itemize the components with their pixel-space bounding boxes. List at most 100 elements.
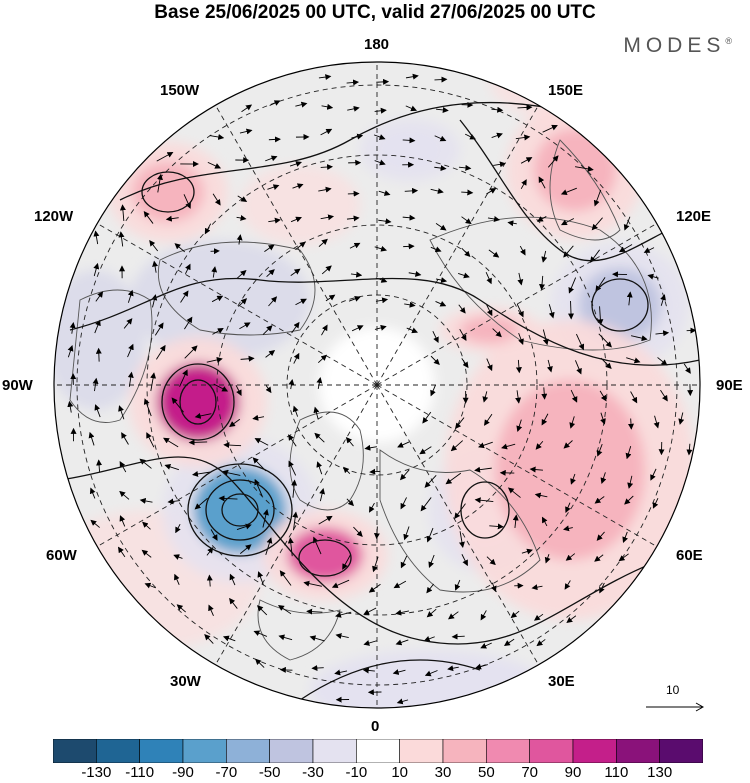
wind-arrow: [211, 295, 224, 303]
wind-arrow: [448, 611, 459, 620]
central-asia-high: [495, 380, 645, 560]
wind-arrow: [306, 608, 323, 615]
wind-arrow: [369, 468, 381, 475]
vector-scale-arrow: [646, 702, 705, 712]
wind-arrow: [127, 343, 134, 358]
wind-arrow: [568, 277, 577, 294]
wind-arrow: [600, 412, 606, 425]
vector-scale-label: 10: [666, 683, 680, 697]
map-disk: [54, 62, 700, 708]
wind-arrow: [626, 291, 633, 306]
wind-arrow: [123, 318, 133, 329]
wind-arrow: [206, 574, 213, 587]
map-border: [53, 61, 701, 709]
wind-arrow: [451, 633, 465, 640]
wind-arrow: [309, 635, 325, 642]
wind-arrow: [548, 304, 555, 319]
wind-arrow: [346, 79, 360, 86]
wind-arrow: [288, 378, 295, 390]
lon-label-120w: 120W: [34, 208, 74, 225]
wind-arrow: [349, 242, 361, 249]
wind-arrow: [643, 247, 655, 253]
wind-arrow: [345, 436, 354, 447]
wind-arrow: [67, 400, 74, 413]
wind-arrow: [292, 511, 299, 531]
colorbar-segment: [659, 739, 703, 763]
wind-arrow: [119, 515, 126, 527]
wind-arrow: [434, 76, 448, 83]
wind-arrow: [594, 496, 605, 504]
contour-ring: [161, 363, 235, 441]
wind-arrow: [293, 352, 300, 364]
wind-arrow: [374, 324, 387, 331]
anomaly-shade: [490, 62, 630, 120]
wind-arrow: [419, 446, 432, 455]
wind-arrow: [292, 405, 299, 417]
wind-arrow: [208, 604, 214, 616]
wind-arrow: [321, 265, 332, 275]
wind-arrow: [491, 106, 504, 113]
wind-arrow: [395, 609, 410, 616]
wind-arrow: [516, 419, 523, 432]
lon-label-90e: 90E: [716, 377, 743, 394]
colorbar-tick: -70: [215, 764, 238, 781]
wind-arrow: [568, 300, 575, 320]
wind-arrow: [590, 249, 600, 263]
wind-arrow: [94, 404, 101, 418]
wind-arrow: [392, 669, 406, 675]
wind-arrow: [623, 216, 631, 231]
wind-arrow: [290, 268, 301, 276]
wind-arrow: [376, 78, 390, 85]
wind-arrow: [257, 571, 264, 586]
wind-arrow: [325, 294, 336, 302]
colorbar-segment: [529, 739, 574, 763]
wind-arrow: [400, 469, 410, 481]
wind-arrow: [686, 443, 693, 456]
coastline: [257, 599, 341, 661]
wind-arrow: [141, 549, 152, 558]
wind-arrow: [517, 272, 524, 286]
wind-arrow: [95, 347, 102, 362]
wind-arrow: [165, 215, 179, 222]
wind-arrow: [265, 385, 272, 394]
wind-arrow: [492, 328, 502, 338]
wind-arrow: [599, 390, 607, 402]
contour-line: [459, 119, 691, 262]
wind-arrow: [534, 613, 544, 621]
colorbar-segment: [96, 739, 140, 763]
wind-arrow: [454, 503, 466, 519]
anomaly-shade: [54, 270, 145, 410]
lon-label-150e: 150E: [548, 82, 584, 99]
contour-ring: [179, 379, 217, 425]
wind-arrow: [461, 554, 468, 567]
wind-arrow: [491, 132, 503, 139]
wind-arrow: [156, 152, 174, 162]
wind-arrow: [222, 635, 236, 642]
wind-vectors: [67, 73, 697, 705]
wind-arrow: [209, 134, 225, 140]
wind-arrow: [88, 431, 95, 446]
wind-arrow: [295, 298, 307, 306]
lon-label-30e: 30E: [548, 673, 575, 690]
hudson-bay-high: [156, 363, 240, 441]
wind-arrow: [173, 554, 183, 560]
wind-arrow: [653, 415, 660, 429]
wind-arrow: [157, 173, 163, 193]
wind-arrow: [255, 658, 265, 668]
lon-label-60w: 60W: [46, 547, 77, 564]
wind-arrow: [475, 663, 488, 670]
wind-arrow: [493, 161, 506, 168]
wind-arrow: [212, 193, 221, 206]
wind-arrow: [268, 136, 281, 143]
wind-arrow: [320, 214, 335, 221]
wind-arrow: [149, 240, 159, 252]
wind-arrow: [156, 344, 166, 360]
wind-arrow: [422, 411, 432, 424]
colorbar-tick: -110: [125, 764, 155, 781]
brand-logo: MODES®: [623, 34, 732, 58]
wind-arrow: [240, 355, 255, 362]
wind-arrow: [546, 359, 553, 373]
wind-arrow: [265, 537, 273, 556]
wind-arrow: [454, 579, 461, 591]
wind-arrow: [507, 220, 517, 227]
